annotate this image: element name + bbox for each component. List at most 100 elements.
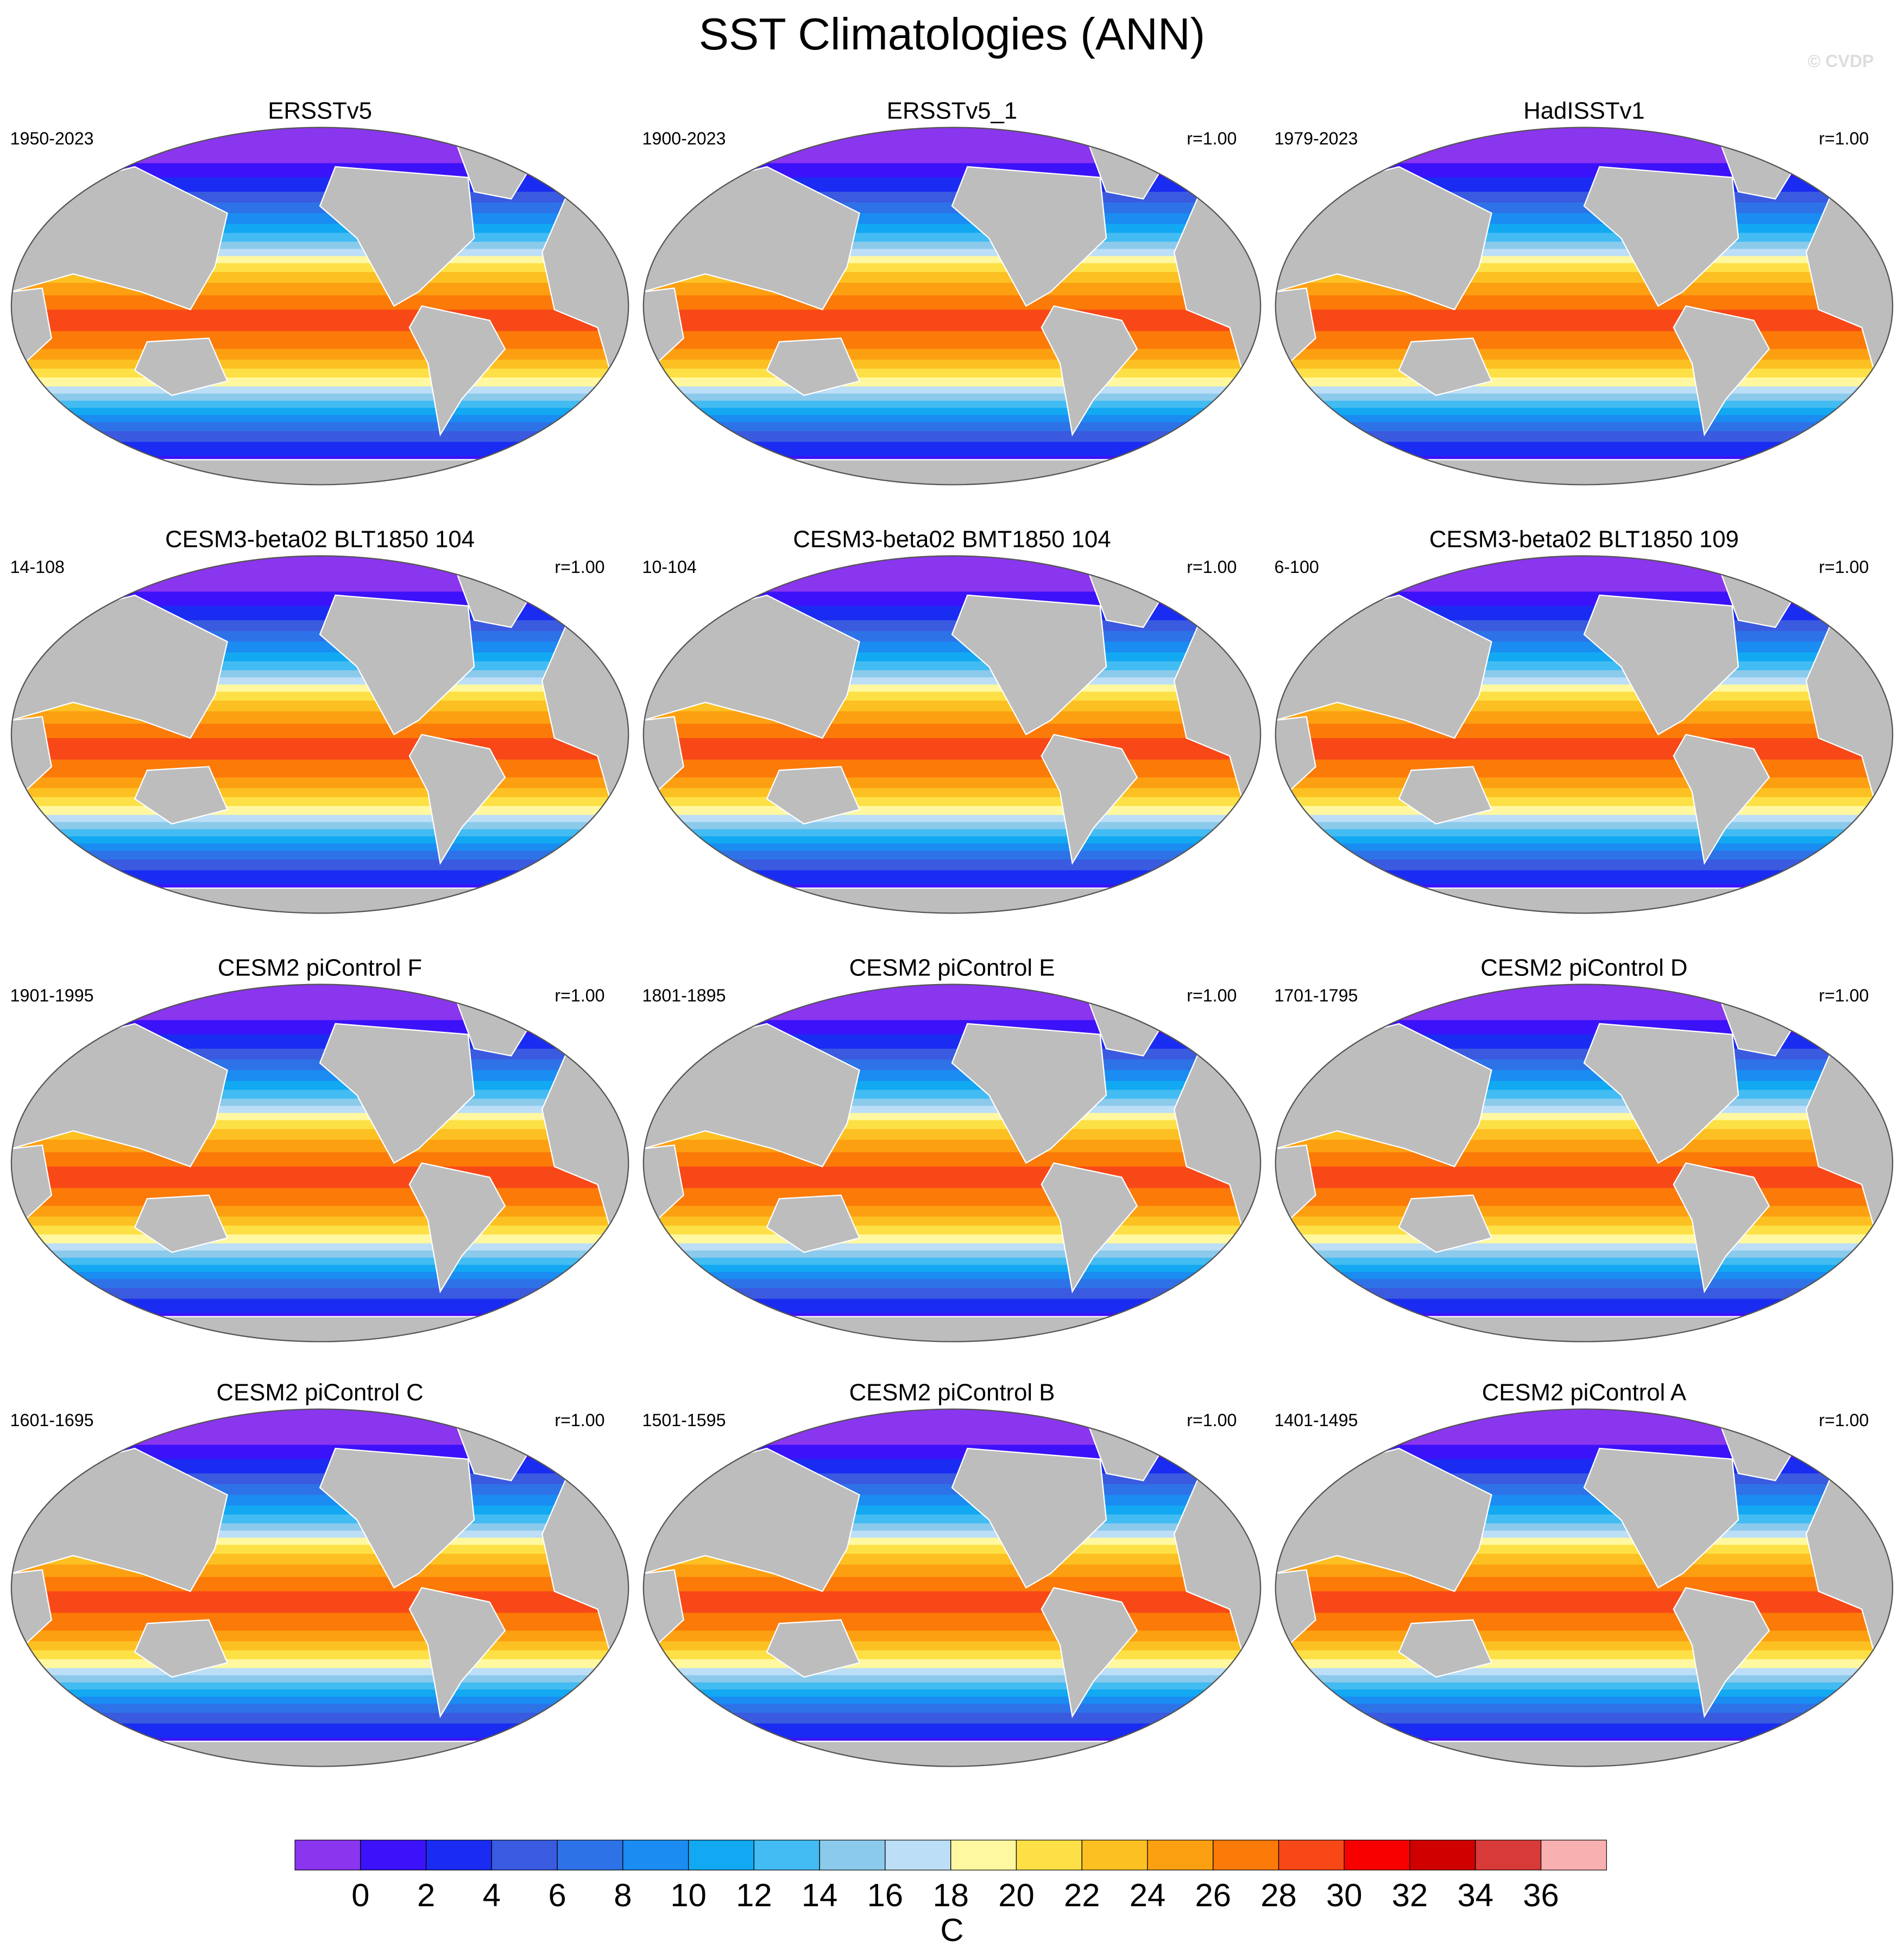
sst-band bbox=[11, 723, 629, 739]
sst-band bbox=[1275, 331, 1893, 350]
land bbox=[1275, 287, 1316, 368]
sst-band bbox=[643, 431, 1261, 443]
colorbar-box bbox=[950, 1839, 1017, 1870]
sst-band bbox=[11, 1630, 629, 1642]
map-outline bbox=[1275, 1408, 1894, 1767]
sst-band bbox=[1275, 870, 1893, 886]
sst-band bbox=[643, 377, 1261, 387]
panel-title: CESM2 piControl D bbox=[1480, 954, 1687, 981]
sst-band bbox=[1275, 1577, 1893, 1592]
sst-band bbox=[11, 415, 629, 423]
colorbar-tick-label: 4 bbox=[483, 1877, 501, 1913]
panel-period: 1801-1895 bbox=[642, 986, 726, 1005]
land bbox=[11, 1144, 53, 1225]
panel-correlation: r=1.00 bbox=[1187, 129, 1237, 148]
sst-band bbox=[11, 1659, 629, 1669]
sst-band bbox=[1275, 806, 1893, 816]
map-outline bbox=[1275, 984, 1894, 1343]
sst-band bbox=[643, 282, 1261, 297]
land bbox=[1583, 1023, 1739, 1164]
panel-period: 1900-2023 bbox=[642, 129, 726, 148]
sst-band bbox=[1275, 1630, 1893, 1642]
land bbox=[11, 459, 629, 485]
sst-band bbox=[1275, 1206, 1893, 1218]
sst-band bbox=[1275, 386, 1893, 395]
sst-band bbox=[11, 1564, 629, 1578]
sst-band bbox=[11, 759, 629, 778]
sst-band bbox=[11, 431, 629, 443]
sst-band bbox=[1275, 777, 1893, 789]
sst-band bbox=[11, 127, 629, 164]
sst-band bbox=[1275, 738, 1893, 760]
panel-title: CESM2 piControl A bbox=[1482, 1379, 1687, 1406]
land bbox=[134, 1619, 229, 1678]
land bbox=[134, 337, 229, 396]
sst-band bbox=[643, 1682, 1261, 1691]
sst-band bbox=[643, 1675, 1261, 1684]
sst-band bbox=[1275, 836, 1893, 844]
sst-band bbox=[643, 331, 1261, 350]
sst-band bbox=[11, 1288, 629, 1300]
land bbox=[951, 1447, 1107, 1589]
sst-band bbox=[643, 415, 1261, 423]
land bbox=[1673, 734, 1770, 865]
sst-band bbox=[1275, 1409, 1893, 1446]
map-outline bbox=[642, 1408, 1262, 1767]
sst-band bbox=[643, 1668, 1261, 1677]
sst-band bbox=[643, 591, 1261, 607]
sst-band bbox=[643, 777, 1261, 789]
sst-band bbox=[643, 1697, 1261, 1705]
sst-band bbox=[643, 1206, 1261, 1218]
sst-band bbox=[11, 815, 629, 823]
sst-band bbox=[1275, 1188, 1893, 1207]
sst-band bbox=[11, 1712, 629, 1724]
land bbox=[1583, 166, 1739, 307]
land bbox=[11, 287, 53, 368]
sst-band bbox=[1275, 360, 1893, 370]
land bbox=[134, 1194, 229, 1253]
sst-band bbox=[1275, 984, 1893, 1021]
sst-band bbox=[11, 1206, 629, 1218]
sst-band bbox=[11, 797, 629, 807]
panel-period: 6-100 bbox=[1274, 557, 1319, 577]
sst-band bbox=[11, 1272, 629, 1280]
sst-band bbox=[1275, 556, 1893, 593]
panel-period: 1901-1995 bbox=[10, 986, 94, 1005]
land bbox=[1275, 887, 1893, 913]
sst-band bbox=[11, 1704, 629, 1714]
land bbox=[1398, 1619, 1493, 1678]
sst-band bbox=[643, 556, 1261, 593]
panel-period: 10-104 bbox=[642, 557, 697, 577]
sst-band bbox=[1275, 377, 1893, 387]
land bbox=[408, 1162, 506, 1294]
map-outline bbox=[642, 984, 1262, 1343]
land bbox=[11, 887, 629, 913]
colorbar-tick-label: 24 bbox=[1130, 1877, 1166, 1913]
sst-band bbox=[1275, 1682, 1893, 1691]
colorbar-box bbox=[622, 1839, 689, 1870]
sst-band bbox=[11, 442, 629, 457]
sst-band bbox=[643, 836, 1261, 844]
sst-band bbox=[1275, 1288, 1893, 1300]
sst-band bbox=[643, 1279, 1261, 1289]
sst-band bbox=[11, 360, 629, 370]
sst-band bbox=[1275, 1697, 1893, 1705]
land bbox=[1398, 337, 1493, 396]
colorbar-tick-label: 0 bbox=[351, 1877, 369, 1913]
sst-band bbox=[643, 1257, 1261, 1266]
sst-band bbox=[11, 1697, 629, 1705]
land bbox=[643, 1741, 1261, 1767]
colorbar-tick-label: 14 bbox=[802, 1877, 838, 1913]
sst-band bbox=[1275, 1257, 1893, 1266]
sst-band bbox=[1275, 1690, 1893, 1698]
colorbar-tick-label: 34 bbox=[1458, 1877, 1494, 1913]
sst-band bbox=[643, 1445, 1261, 1460]
sst-band bbox=[1275, 1167, 1893, 1189]
sst-band bbox=[1275, 1139, 1893, 1154]
panel-period: 1601-1695 bbox=[10, 1410, 94, 1430]
sst-band bbox=[1275, 1250, 1893, 1259]
sst-band bbox=[11, 1139, 629, 1154]
colorbar-tick-label: 2 bbox=[417, 1877, 435, 1913]
panel-title: CESM2 piControl F bbox=[218, 954, 422, 981]
land bbox=[319, 166, 475, 307]
